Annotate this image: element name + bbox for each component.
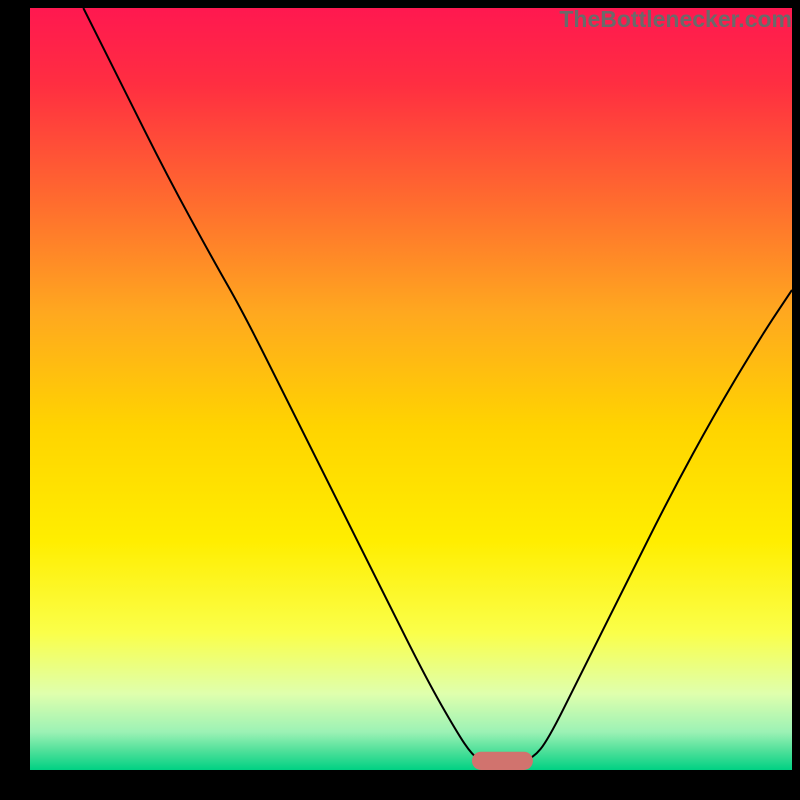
bottleneck-curve [83,8,792,766]
curve-svg [30,8,792,770]
plot-area [30,8,792,770]
chart-frame: TheBottlenecker.com [0,0,800,800]
optimal-marker [472,752,533,770]
watermark-text: TheBottlenecker.com [559,6,792,33]
